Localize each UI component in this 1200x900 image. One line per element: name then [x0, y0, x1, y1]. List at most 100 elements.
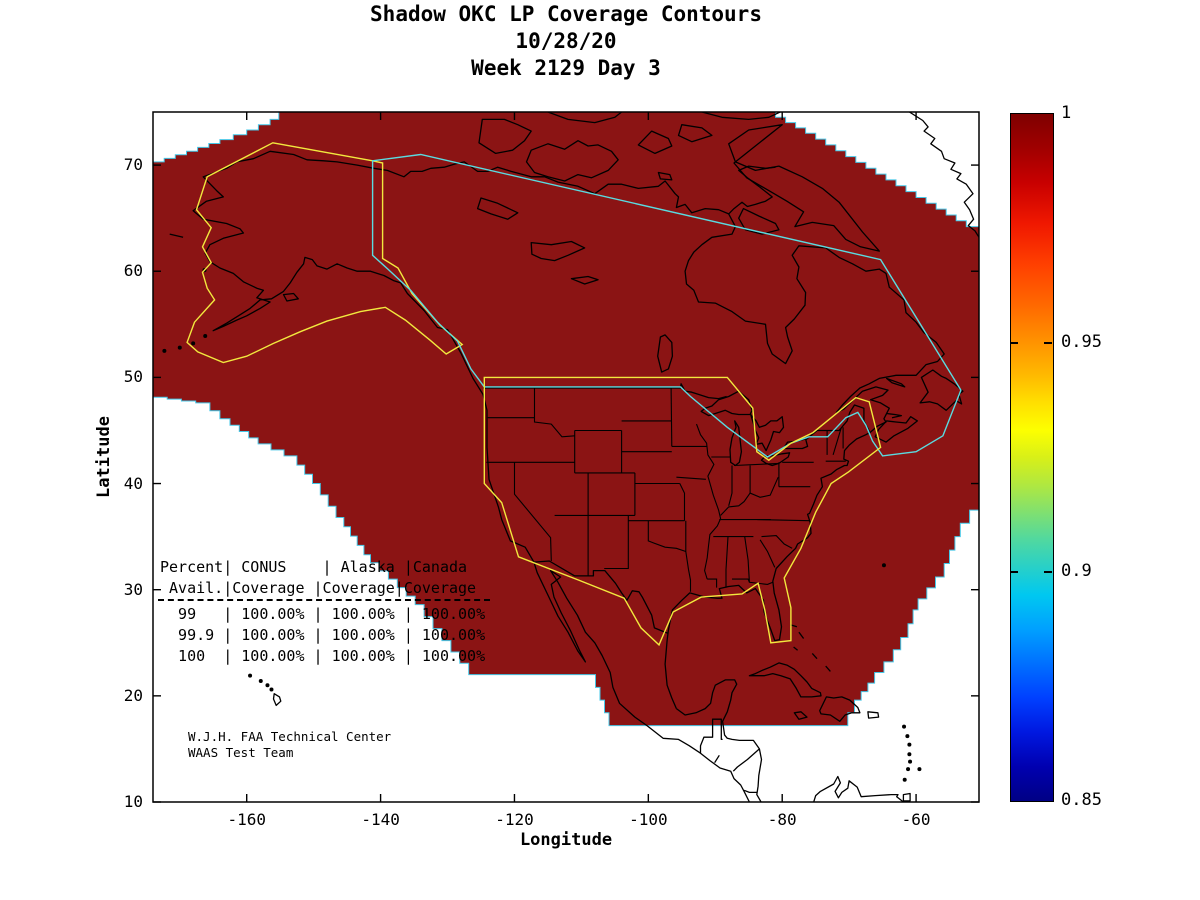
coastline	[701, 112, 781, 121]
y-tick-label: 20	[123, 685, 143, 705]
colorbar-tick-mark	[1010, 342, 1018, 344]
coastline-island	[728, 124, 880, 252]
availability-table-separator	[158, 599, 490, 601]
coastline	[547, 112, 623, 124]
state-border	[707, 578, 718, 588]
plot-title: Shadow OKC LP Coverage Contours 10/28/20…	[153, 1, 979, 82]
x-axis-label: Longitude	[519, 830, 613, 850]
attribution-text: W.J.H. FAA Technical Center WAAS Test Te…	[188, 729, 391, 761]
island-dot	[162, 348, 167, 353]
coastline	[699, 718, 723, 754]
y-tick-label: 50	[123, 367, 143, 387]
island-dot	[908, 759, 913, 764]
coastline-island	[476, 197, 519, 220]
coastline-island	[657, 334, 674, 373]
y-tick-label: 70	[123, 155, 143, 175]
coastline	[886, 412, 903, 419]
coastline	[743, 789, 758, 794]
coastline	[909, 112, 979, 238]
y-tick-label: 30	[123, 579, 143, 599]
coastline-island	[819, 696, 861, 722]
state-border	[728, 465, 733, 506]
state-border	[720, 476, 779, 516]
island-dot	[917, 767, 922, 772]
state-border	[744, 536, 750, 583]
coastline	[400, 282, 751, 802]
state-border	[670, 387, 673, 447]
island-dot	[177, 345, 182, 350]
island-dot	[905, 734, 910, 739]
island-dot	[203, 333, 208, 338]
coastline-island	[525, 140, 619, 182]
state-border	[513, 462, 552, 562]
state-border	[832, 428, 842, 456]
island-dot	[906, 767, 911, 772]
coastline	[373, 161, 729, 215]
coastline	[813, 775, 906, 802]
attribution-line2: WAAS Test Team	[188, 745, 294, 760]
colorbar-tick-label: 0.85	[1061, 790, 1102, 810]
coastline	[714, 754, 720, 764]
coastline	[676, 679, 763, 802]
coastline-island	[282, 292, 299, 302]
island-dot	[191, 341, 196, 346]
x-tick-label: -160	[227, 810, 266, 829]
coastline-island	[530, 240, 586, 262]
state-border	[685, 520, 692, 592]
availability-table-header: Percent| CONUS | Alaska |Canada Avail.|C…	[160, 558, 477, 597]
availability-table-rows: 99 | 100.00% | 100.00% | 100.00% 99.9 | …	[178, 605, 486, 665]
plot-title-line1: Shadow OKC LP Coverage Contours	[370, 2, 762, 26]
coastline	[664, 165, 945, 709]
colorbar-tick-mark	[1044, 571, 1052, 573]
island-dot	[907, 742, 912, 747]
island-dot	[265, 683, 270, 688]
canada-coverage-contour	[371, 153, 962, 458]
colorbar-tick-mark	[1010, 571, 1018, 573]
state-border	[759, 539, 776, 568]
coastline	[793, 646, 799, 651]
state-border	[761, 535, 793, 549]
state-border	[533, 388, 575, 438]
plot-frame	[152, 111, 980, 803]
state-border	[679, 483, 686, 521]
state-border	[695, 423, 722, 580]
coastline-island	[874, 416, 919, 443]
y-tick-label: 10	[123, 792, 143, 811]
x-tick-label: -80	[767, 810, 797, 829]
coastline	[825, 665, 831, 672]
y-tick-label: 40	[123, 473, 143, 493]
state-border	[647, 520, 686, 553]
map-layers	[153, 112, 979, 802]
coastline-island	[885, 377, 906, 388]
coastline-island	[478, 118, 532, 155]
plot-title-line2: 10/28/20	[515, 29, 617, 53]
coastline-island	[700, 390, 753, 417]
colorbar-tick-mark	[1044, 342, 1052, 344]
coastline	[192, 150, 401, 332]
island-dot	[907, 752, 912, 757]
island-dot	[248, 673, 253, 678]
x-tick-label: -140	[361, 810, 400, 829]
state-border	[732, 578, 774, 585]
coastline-island	[637, 130, 673, 155]
coastline	[811, 652, 818, 660]
x-tick-label: -120	[495, 810, 534, 829]
coastline	[798, 631, 805, 639]
coastline-island	[657, 171, 673, 181]
x-tick-label: -60	[901, 810, 931, 829]
state-border	[676, 476, 706, 480]
coastline-island	[782, 438, 809, 450]
island-dot	[902, 777, 907, 782]
island-dot	[269, 687, 274, 692]
y-tick-label: 60	[123, 261, 143, 281]
coastline-island	[272, 693, 282, 707]
coastline	[533, 560, 668, 634]
colorbar-tick-label: 0.95	[1061, 332, 1102, 352]
conus-coverage-contour	[483, 376, 882, 647]
state-border	[733, 462, 779, 467]
state-border	[725, 536, 729, 588]
island-dot	[902, 724, 907, 729]
state-border	[604, 515, 629, 570]
